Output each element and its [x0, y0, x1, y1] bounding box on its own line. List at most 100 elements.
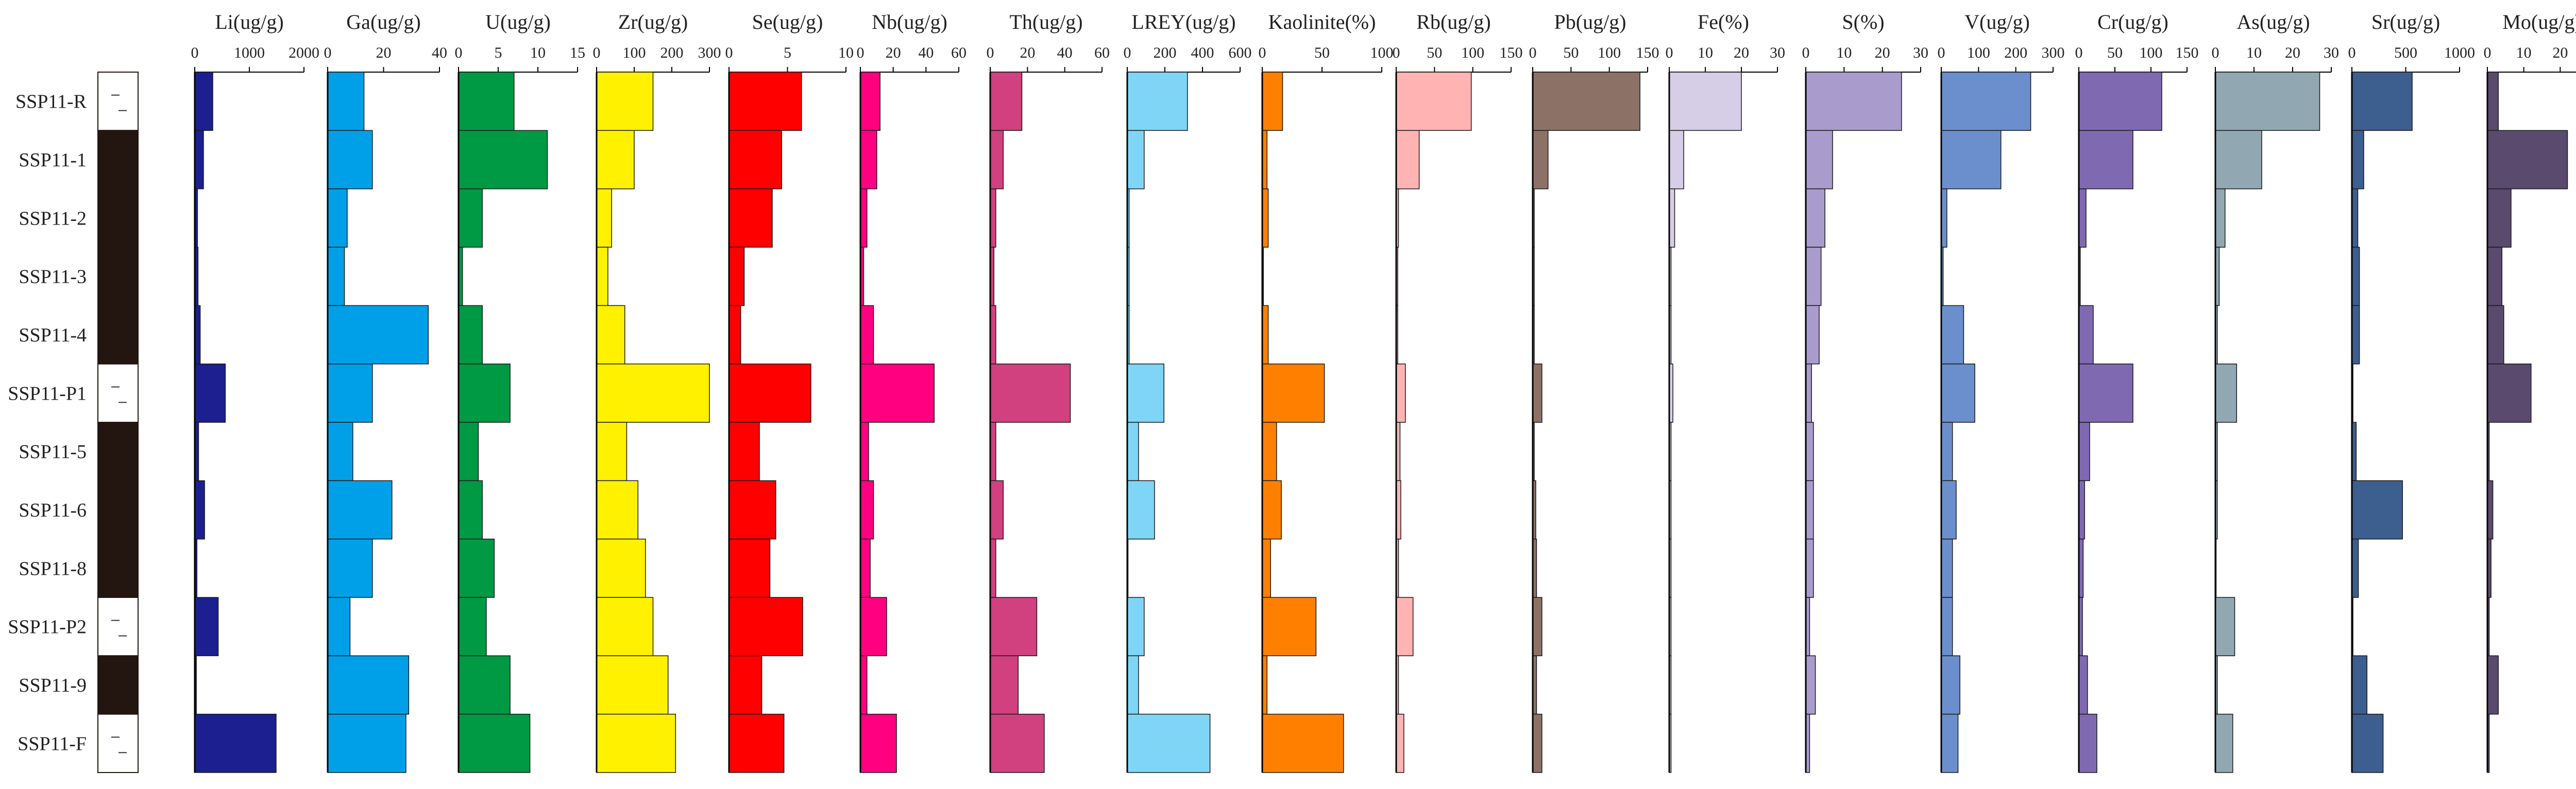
bar	[1262, 480, 1282, 540]
bar	[1262, 363, 1325, 423]
bar	[990, 713, 1045, 773]
bar	[860, 422, 869, 482]
axis-tick-label: 0	[2075, 44, 2083, 61]
bar	[458, 363, 511, 423]
bar	[990, 538, 996, 598]
bar	[327, 247, 345, 306]
bar	[327, 597, 351, 657]
axis-tick-label: 0	[2348, 44, 2356, 61]
bar	[2078, 188, 2087, 248]
axis-tick-label: 0	[191, 44, 199, 61]
bar	[2487, 305, 2504, 365]
bar	[728, 130, 782, 190]
bar	[1941, 713, 1959, 773]
bar	[1941, 538, 1953, 598]
axis-tick-label: 0	[1259, 44, 1266, 61]
bar	[1532, 130, 1549, 190]
bar	[1262, 538, 1271, 598]
bar	[596, 72, 654, 131]
axis-tick-label: 100	[1370, 44, 1394, 61]
bar	[1941, 188, 1947, 248]
bar	[327, 655, 410, 715]
axis-tick-label: 20	[2552, 44, 2568, 61]
sample-label: SSP11-R	[15, 91, 87, 113]
panel-title: Li(ug/g)	[215, 10, 283, 33]
sample-label: SSP11-6	[19, 500, 87, 521]
axis-tick-label: 30	[1770, 44, 1785, 61]
lithology-mudstone	[97, 72, 139, 131]
axis-tick-label: 100	[623, 44, 646, 61]
axis-tick-label: 5	[784, 44, 791, 61]
panel-title: Ga(ug/g)	[346, 10, 420, 33]
bar	[2078, 305, 2094, 365]
axis-tick-label: 100	[1461, 44, 1484, 61]
axis-tick-label: 40	[432, 44, 447, 61]
sample-label: SSP11-P1	[8, 383, 87, 404]
axis-tick-label: 60	[1094, 44, 1110, 61]
bar	[2215, 597, 2235, 657]
bar	[1532, 713, 1543, 773]
axis-tick-label: 0	[2484, 44, 2492, 61]
axis-tick-label: 0	[593, 44, 601, 61]
bar	[2078, 655, 2088, 715]
bar	[327, 188, 348, 248]
bar	[1127, 422, 1139, 482]
axis-tick-label: 600	[1229, 44, 1252, 61]
lithology-coal	[97, 538, 139, 598]
axis-tick-label: 0	[1938, 44, 1945, 61]
bar	[596, 422, 628, 482]
bar	[2351, 130, 2364, 190]
bar	[194, 305, 201, 365]
panel-title: Rb(ug/g)	[1416, 10, 1490, 33]
bar	[990, 72, 1023, 131]
panel-title: LREY(ug/g)	[1131, 10, 1235, 33]
bar	[596, 538, 646, 598]
bar	[1805, 305, 1820, 365]
axis-tick-label: 50	[1563, 44, 1579, 61]
axis-tick-label: 0	[324, 44, 332, 61]
bar	[2351, 247, 2360, 306]
lithology-coal	[97, 422, 139, 482]
bar	[458, 538, 495, 598]
bar	[2215, 713, 2233, 773]
axis-tick-label: 150	[1500, 44, 1523, 61]
lithology-coal	[97, 480, 139, 540]
bar	[2078, 713, 2097, 773]
panel-title: S(%)	[1842, 10, 1884, 33]
bar	[194, 130, 204, 190]
bar	[1805, 72, 1902, 131]
bar	[728, 538, 771, 598]
bar	[728, 713, 785, 773]
sample-label: SSP11-5	[19, 441, 87, 463]
bar	[327, 305, 429, 365]
bar	[2487, 363, 2532, 423]
bar	[1262, 305, 1269, 365]
axis-tick-label: 0	[455, 44, 463, 61]
axis-tick-label: 20	[1734, 44, 1749, 61]
bar	[860, 305, 874, 365]
bar	[1396, 130, 1420, 190]
bar	[596, 597, 654, 657]
bar	[728, 247, 745, 306]
panel-title: Zr(ug/g)	[618, 10, 688, 33]
bar	[990, 655, 1019, 715]
bar	[194, 363, 226, 423]
axis-tick-label: 50	[1427, 44, 1442, 61]
lithology-coal	[97, 655, 139, 715]
bar	[327, 538, 373, 598]
sample-label: SSP11-4	[19, 324, 87, 346]
axis-tick-label: 100	[1967, 44, 1990, 61]
bar	[2215, 188, 2226, 248]
bar	[1941, 597, 1953, 657]
lithology-mudstone	[97, 597, 139, 657]
axis-tick-label: 0	[987, 44, 994, 61]
bar	[1262, 597, 1317, 657]
axis-tick-label: 20	[376, 44, 392, 61]
bar	[327, 72, 365, 131]
bar	[1127, 597, 1145, 657]
bar	[1396, 713, 1404, 773]
bar	[728, 655, 762, 715]
bar	[1127, 130, 1145, 190]
bar	[990, 597, 1038, 657]
axis-tick-label: 10	[530, 44, 546, 61]
